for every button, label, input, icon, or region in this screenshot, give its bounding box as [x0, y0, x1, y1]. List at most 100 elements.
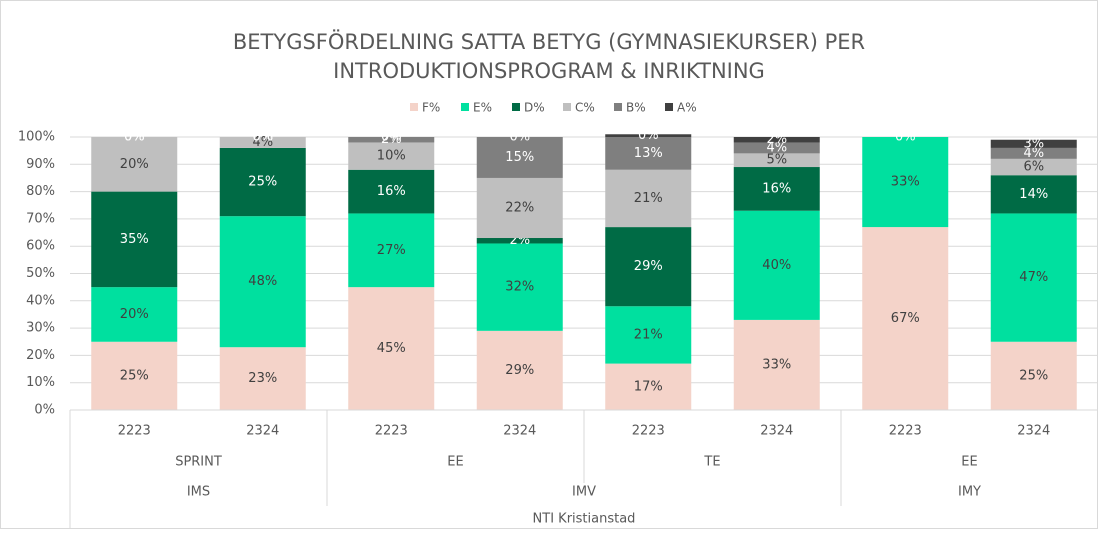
- data-label: 0%: [252, 130, 273, 145]
- legend-swatch: [512, 103, 520, 111]
- data-label: 67%: [891, 311, 920, 326]
- data-label: 45%: [377, 341, 406, 356]
- data-label: 29%: [634, 259, 663, 274]
- bar-segment: [990, 213, 1077, 342]
- data-label: 2%: [381, 132, 402, 147]
- data-label: 29%: [505, 363, 534, 378]
- data-label: 47%: [1019, 270, 1048, 285]
- data-label: 5%: [766, 153, 787, 168]
- bar-segment: [605, 169, 692, 228]
- x-tick-label: 2324: [1017, 424, 1050, 439]
- legend-label: B%: [626, 101, 646, 115]
- y-tick-label: 50%: [26, 266, 55, 281]
- x-tick-label: 2223: [118, 424, 151, 439]
- data-label: 0%: [381, 130, 402, 145]
- data-label: 14%: [1019, 187, 1048, 202]
- bar-segment: [733, 142, 820, 154]
- bar-segment: [605, 363, 692, 410]
- data-label: 16%: [762, 181, 791, 196]
- data-label: 0%: [895, 130, 916, 145]
- bar-segment: [862, 227, 949, 410]
- x-tick-label: 2223: [632, 424, 665, 439]
- bar-segment: [733, 210, 820, 320]
- data-label: 35%: [120, 232, 149, 247]
- bar-segment: [91, 341, 178, 410]
- bar-segment: [476, 243, 563, 331]
- data-label: 0%: [252, 130, 273, 145]
- data-label: 20%: [120, 307, 149, 322]
- legend-swatch: [665, 103, 673, 111]
- legend-swatch: [410, 103, 418, 111]
- bar-segment: [990, 341, 1077, 410]
- bar-segment: [476, 137, 563, 178]
- y-tick-label: 30%: [26, 321, 55, 336]
- data-label: 0%: [509, 130, 530, 145]
- data-label: 25%: [1019, 368, 1048, 383]
- data-label: 10%: [377, 149, 406, 164]
- category-group-label: IMV: [572, 485, 596, 500]
- chart-title: INTRODUKTIONSPROGRAM & INRIKTNING: [333, 59, 765, 83]
- category-group-label: TE: [703, 455, 720, 470]
- category-group-label: IMS: [187, 485, 210, 500]
- legend-label: C%: [575, 101, 595, 115]
- bar-segment: [348, 169, 435, 214]
- bar-segment: [476, 238, 563, 244]
- bar-segment: [348, 287, 435, 410]
- bar-segment: [476, 330, 563, 410]
- bar-segment: [605, 306, 692, 364]
- data-label: 4%: [766, 140, 787, 155]
- bar-segment: [990, 158, 1077, 176]
- data-label: 40%: [762, 258, 791, 273]
- data-label: 21%: [634, 191, 663, 206]
- bar-segment: [476, 177, 563, 239]
- bar-segment: [605, 134, 692, 137]
- data-label: 0%: [638, 128, 659, 143]
- data-label: 3%: [1023, 136, 1044, 151]
- bar-segment: [733, 167, 820, 211]
- bar-segment: [990, 139, 1077, 148]
- category-group-label: IMY: [958, 485, 981, 500]
- legend-label: A%: [677, 101, 697, 115]
- y-tick-label: 60%: [26, 239, 55, 254]
- data-label: 0%: [124, 130, 145, 145]
- data-label: 33%: [762, 357, 791, 372]
- x-tick-label: 2324: [246, 424, 279, 439]
- y-tick-label: 90%: [26, 157, 55, 172]
- legend-swatch: [614, 103, 622, 111]
- bar-segment: [219, 216, 306, 348]
- data-label: 13%: [634, 146, 663, 161]
- data-label: 17%: [634, 379, 663, 394]
- category-group-label: EE: [961, 455, 977, 470]
- data-label: 0%: [124, 130, 145, 145]
- legend-label: E%: [473, 101, 492, 115]
- x-tick-label: 2324: [503, 424, 536, 439]
- data-label: 33%: [891, 175, 920, 190]
- bar-segment: [348, 142, 435, 170]
- data-label: 25%: [248, 175, 277, 190]
- bar-segment: [91, 137, 178, 192]
- bar-segment: [862, 137, 949, 228]
- x-tick-label: 2324: [760, 424, 793, 439]
- data-label: 6%: [1023, 160, 1044, 175]
- y-tick-label: 40%: [26, 293, 55, 308]
- data-label: 20%: [120, 157, 149, 172]
- bar-segment: [219, 137, 306, 148]
- bar-segment: [91, 287, 178, 342]
- data-label: 27%: [377, 243, 406, 258]
- x-tick-label: 2223: [889, 424, 922, 439]
- category-group-label: NTI Kristianstad: [533, 512, 636, 527]
- bar-segment: [605, 137, 692, 170]
- y-tick-label: 80%: [26, 184, 55, 199]
- data-label: 4%: [252, 135, 273, 150]
- legend-swatch: [563, 103, 571, 111]
- x-tick-label: 2223: [375, 424, 408, 439]
- data-label: 4%: [1023, 146, 1044, 161]
- bar-segment: [219, 147, 306, 217]
- category-group-label: SPRINT: [175, 455, 222, 470]
- bar-segment: [733, 153, 820, 168]
- data-label: 22%: [505, 200, 534, 215]
- data-label: 21%: [634, 327, 663, 342]
- chart-title: BETYGSFÖRDELNING SATTA BETYG (GYMNASIEKU…: [233, 29, 865, 54]
- bar-segment: [990, 175, 1077, 214]
- y-tick-label: 0%: [34, 403, 55, 418]
